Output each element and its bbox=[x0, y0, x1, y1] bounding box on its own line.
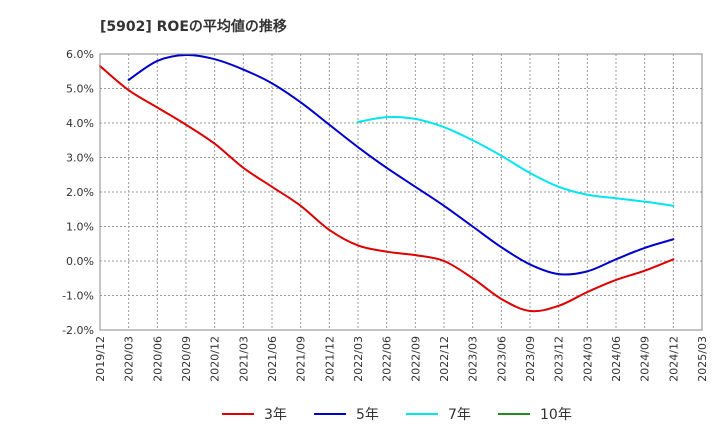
x-tick-label: 2024/06 bbox=[610, 336, 623, 382]
grid-lines bbox=[99, 53, 703, 331]
series-line-7年 bbox=[357, 115, 675, 207]
y-tick-label: 3.0% bbox=[66, 152, 94, 165]
legend-label: 10年 bbox=[540, 407, 572, 423]
x-tick-label: 2024/03 bbox=[581, 336, 594, 382]
y-axis-ticks: 6.0% 5.0% 4.0% 3.0% 2.0% 1.0% 0.0% -1.0% -2.0% bbox=[62, 48, 94, 337]
x-tick-label: 2023/09 bbox=[524, 336, 537, 382]
legend-label: 3年 bbox=[264, 407, 287, 423]
legend-label: 7年 bbox=[448, 407, 471, 423]
series-line-5年 bbox=[127, 54, 675, 276]
y-tick-label: -2.0% bbox=[62, 324, 94, 337]
series-line-3年 bbox=[99, 65, 675, 313]
y-tick-label: 0.0% bbox=[66, 255, 94, 268]
x-tick-label: 2022/12 bbox=[438, 336, 451, 382]
x-tick-label: 2019/12 bbox=[94, 336, 107, 382]
y-tick-label: 6.0% bbox=[66, 48, 94, 61]
y-tick-label: 1.0% bbox=[66, 221, 94, 234]
y-tick-label: 5.0% bbox=[66, 83, 94, 96]
x-tick-label: 2021/12 bbox=[323, 336, 336, 382]
y-tick-label: 2.0% bbox=[66, 186, 94, 199]
x-tick-label: 2022/03 bbox=[352, 336, 365, 382]
x-tick-label: 2021/03 bbox=[237, 336, 250, 382]
x-tick-label: 2020/09 bbox=[180, 336, 193, 382]
x-tick-label: 2023/03 bbox=[467, 336, 480, 382]
x-tick-label: 2023/06 bbox=[495, 336, 508, 382]
chart-title: [5902] ROEの平均値の推移 bbox=[100, 18, 287, 35]
y-tick-label: 4.0% bbox=[66, 117, 94, 130]
x-axis-ticks: 2019/12 2020/03 2020/06 2020/09 2020/12 2021/… bbox=[94, 336, 709, 382]
x-tick-label: 2020/03 bbox=[123, 336, 136, 382]
legend: 3年 5年 7年 10年 bbox=[222, 407, 572, 423]
y-tick-label: -1.0% bbox=[62, 290, 94, 303]
x-tick-label: 2022/06 bbox=[381, 336, 394, 382]
x-tick-label: 2021/06 bbox=[266, 336, 279, 382]
x-tick-label: 2024/09 bbox=[639, 336, 652, 382]
x-tick-label: 2021/09 bbox=[295, 336, 308, 382]
plot-frame bbox=[99, 53, 703, 331]
x-tick-label: 2022/09 bbox=[409, 336, 422, 382]
series-lines bbox=[99, 54, 675, 313]
x-tick-label: 2020/12 bbox=[209, 336, 222, 382]
x-tick-label: 2025/03 bbox=[696, 336, 709, 382]
x-tick-label: 2024/12 bbox=[667, 336, 680, 382]
x-tick-label: 2020/06 bbox=[151, 336, 164, 382]
x-tick-label: 2023/12 bbox=[553, 336, 566, 382]
legend-label: 5年 bbox=[356, 407, 379, 423]
